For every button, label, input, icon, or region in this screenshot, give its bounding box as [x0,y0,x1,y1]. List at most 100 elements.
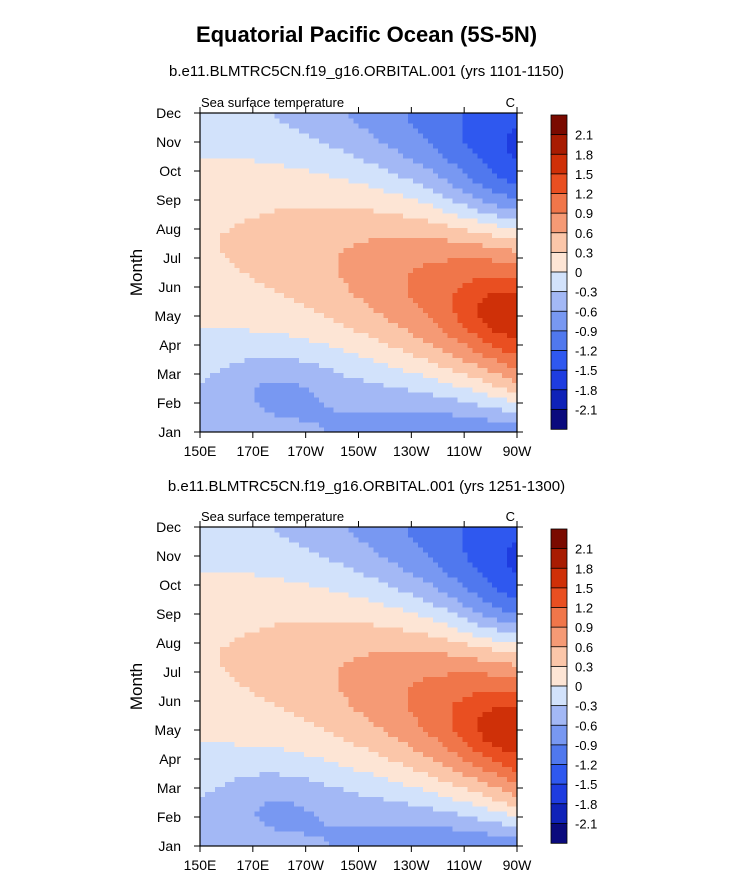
sst-cell [472,287,478,294]
sst-cell [393,342,399,348]
sst-cell [269,332,275,338]
sst-cell [209,322,216,328]
sst-cell [368,217,374,224]
sst-cell [304,422,310,428]
sst-cell [398,277,404,284]
sst-cell [234,167,241,174]
sst-cell [239,696,246,703]
sst-cell [224,187,231,194]
sst-cell [239,277,246,284]
sst-cell [209,706,216,713]
sst-cell [234,362,241,368]
sst-cell [259,277,265,284]
sst-cell [442,187,449,194]
sst-cell [229,816,236,822]
sst-cell [338,382,345,388]
sst-cell [318,227,325,234]
sst-cell [244,791,251,797]
sst-cell [378,312,384,318]
sst-cell [254,826,261,832]
sst-cell [214,397,221,403]
sst-cell [432,147,439,154]
sst-cell [229,332,236,338]
sst-cell [200,247,206,254]
sst-cell [467,247,474,254]
sst-cell [412,282,419,289]
sst-cell [204,312,211,318]
sst-cell [497,177,503,184]
sst-cell [204,811,211,817]
sst-cell [200,292,206,299]
sst-cell [497,132,503,139]
sst-cell [338,197,345,204]
sst-cell [249,531,256,538]
sst-cell [219,586,226,593]
sst-cell [358,142,365,149]
sst-cell [497,397,503,403]
sst-cell [333,392,340,398]
sst-cell [204,806,211,812]
sst-cell [512,122,518,129]
sst-cell [259,392,265,398]
sst-cell [492,142,498,149]
sst-cell [353,277,360,284]
colorbar: 2.11.81.51.20.90.60.30-0.3-0.6-0.9-1.2-1… [550,114,597,430]
sst-cell [264,427,270,433]
sst-cell [254,766,261,772]
sst-cell [224,422,231,428]
sst-cell [432,247,439,254]
sst-cell [219,676,226,683]
sst-cell [219,696,226,703]
sst-cell [368,387,374,393]
sst-cell [348,237,355,244]
sst-cell [209,786,216,792]
colorbar-swatch [550,114,568,136]
sst-cell [353,372,360,378]
sst-cell [388,132,394,139]
sst-cell [333,382,340,388]
sst-cell [462,147,469,154]
sst-cell [373,197,379,204]
sst-cell [422,362,429,368]
sst-cell [313,122,320,129]
sst-cell [214,661,221,668]
sst-cell [318,357,325,363]
sst-cell [204,566,211,573]
sst-cell [200,427,206,433]
sst-cell [457,287,464,294]
sst-cell [482,427,488,433]
sst-cell [200,556,206,563]
sst-cell [403,187,409,194]
sst-cell [289,162,295,169]
sst-cell [200,167,206,174]
sst-cell [234,337,241,343]
sst-cell [299,407,305,413]
sst-cell [224,342,231,348]
sst-cell [239,297,246,303]
figure-title: Equatorial Pacific Ocean (5S-5N) [195,22,538,47]
sst-cell [427,232,434,239]
sst-cell [338,247,345,254]
sst-cell [234,342,241,348]
sst-cell [244,267,251,274]
sst-cell [294,137,300,144]
sst-cell [388,162,394,169]
sst-cell [368,327,374,333]
sst-cell [219,367,226,373]
sst-cell [274,147,280,154]
sst-cell [338,427,345,433]
sst-cell [224,182,231,189]
colorbar-swatch [550,291,568,312]
sst-cell [204,571,211,578]
sst-cell [209,546,216,553]
sst-cell [234,671,241,678]
sst-cell [328,177,335,184]
sst-cell [487,262,493,269]
sst-cell [477,397,483,403]
sst-cell [348,297,355,303]
sst-cell [239,686,246,693]
sst-cell [214,801,221,807]
sst-cell [452,362,459,368]
sst-cell [512,113,518,119]
sst-cell [219,811,226,817]
